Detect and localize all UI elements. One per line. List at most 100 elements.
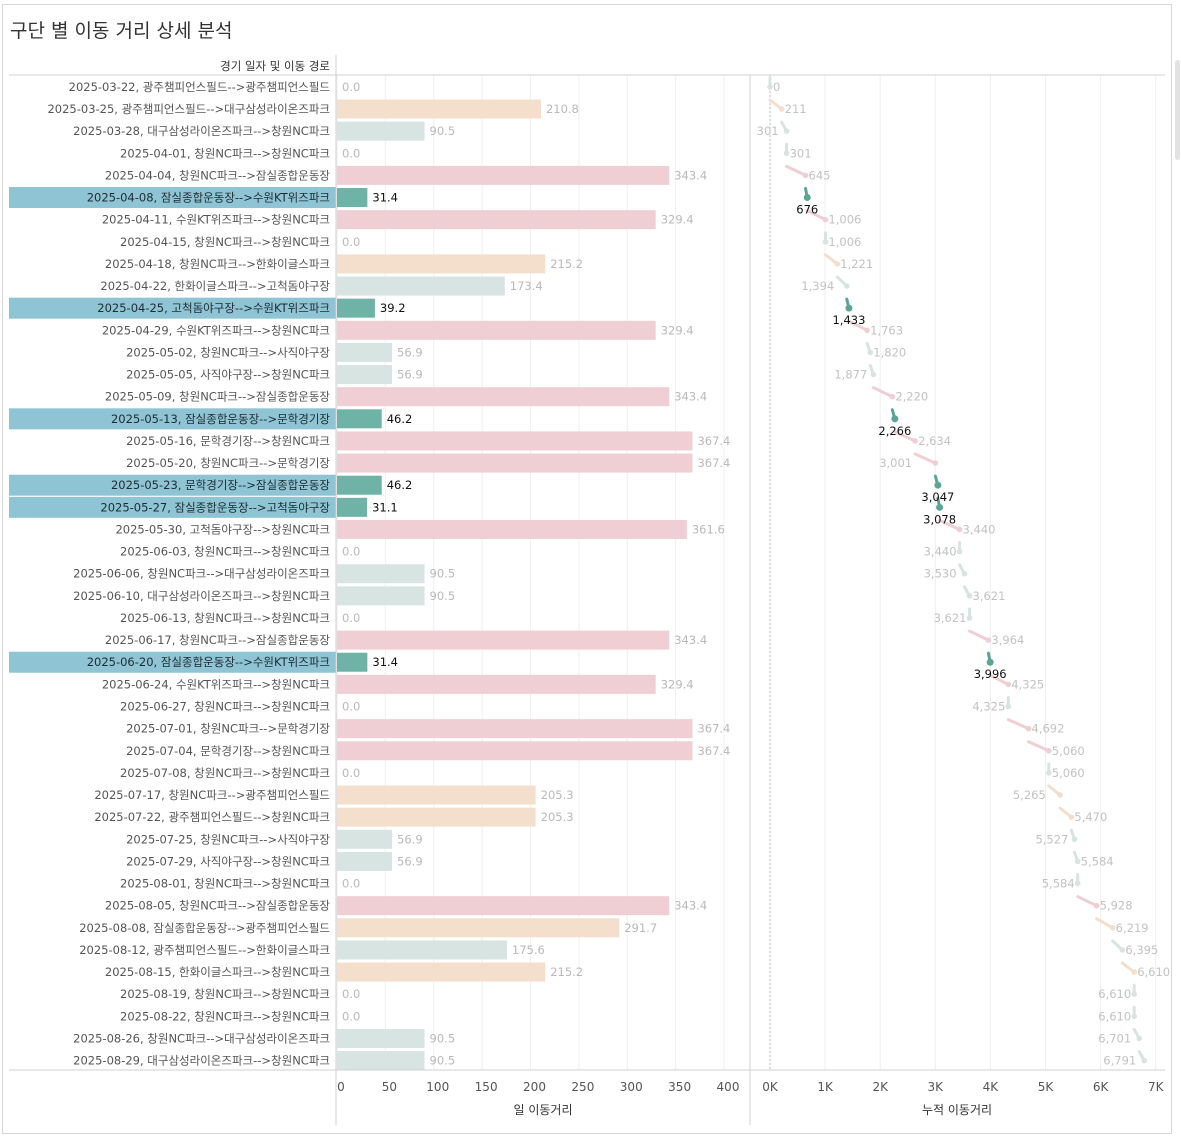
bar bbox=[337, 918, 620, 938]
bar-value-label: 0.0 bbox=[342, 877, 360, 891]
cum-start-label: 3,621 bbox=[934, 611, 967, 625]
row-label: 2025-03-25, 광주챔피언스필드-->대구삼성라이온즈파크 bbox=[47, 102, 330, 116]
cum-point bbox=[844, 283, 850, 289]
row-label: 2025-06-27, 창원NC파크-->창원NC파크 bbox=[120, 700, 330, 714]
bar bbox=[337, 586, 425, 606]
row-header: 경기 일자 및 이동 경로 bbox=[220, 59, 330, 73]
row-highlight bbox=[9, 496, 336, 518]
cum-connector bbox=[1006, 718, 1031, 731]
bar-axis-tick: 100 bbox=[426, 1080, 449, 1094]
cum-point bbox=[802, 172, 809, 179]
bar-value-label: 0.0 bbox=[342, 545, 360, 559]
cum-point bbox=[966, 593, 973, 599]
cum-point bbox=[932, 460, 939, 466]
bar-value-label: 0.0 bbox=[342, 700, 360, 714]
cum-start-label: 6,701 bbox=[1098, 1031, 1131, 1045]
bar-value-label: 31.4 bbox=[372, 191, 398, 205]
bar bbox=[337, 741, 693, 761]
bar-value-label: 0.0 bbox=[342, 146, 360, 160]
cum-value-label: 1,221 bbox=[840, 257, 873, 271]
bar-value-label: 90.5 bbox=[430, 1031, 456, 1045]
cum-point bbox=[1131, 1013, 1138, 1020]
cum-point bbox=[1136, 1035, 1143, 1042]
bar bbox=[337, 940, 507, 960]
cum-point bbox=[783, 128, 790, 134]
cum-value-label: 0 bbox=[773, 80, 780, 94]
cum-point bbox=[867, 349, 874, 356]
bar bbox=[337, 210, 656, 230]
bar-axis-title: 일 이동거리 bbox=[513, 1103, 572, 1117]
bar bbox=[337, 652, 368, 672]
bar-value-label: 205.3 bbox=[541, 810, 574, 824]
cum-axis-tick: 4K bbox=[983, 1080, 1000, 1094]
scrollbar[interactable] bbox=[1175, 60, 1180, 160]
bar-value-label: 0.0 bbox=[342, 235, 360, 249]
bar bbox=[337, 342, 393, 362]
row-label: 2025-04-04, 창원NC파크-->잠실종합운동장 bbox=[105, 168, 331, 182]
cum-value-label: 5,928 bbox=[1100, 899, 1133, 913]
bar-value-label: 39.2 bbox=[380, 301, 406, 315]
bar-value-label: 343.4 bbox=[674, 390, 707, 404]
bar bbox=[337, 962, 546, 982]
bar-value-label: 0.0 bbox=[342, 1009, 360, 1023]
cum-connector bbox=[968, 629, 990, 642]
row-label: 2025-04-15, 창원NC파크-->창원NC파크 bbox=[120, 235, 330, 249]
bar-axis-tick: 250 bbox=[571, 1080, 594, 1094]
bar bbox=[337, 497, 368, 517]
cum-connector bbox=[805, 209, 827, 222]
bar bbox=[337, 519, 687, 539]
cum-point bbox=[870, 371, 877, 378]
bar bbox=[337, 1051, 425, 1071]
row-label: 2025-05-05, 사직야구장-->창원NC파크 bbox=[126, 368, 330, 382]
cum-value-label: 3,964 bbox=[991, 633, 1024, 647]
cum-point bbox=[1093, 902, 1100, 909]
cum-point bbox=[912, 438, 918, 444]
row-label: 2025-06-06, 창원NC파크-->대구삼성라이온즈파크 bbox=[73, 567, 330, 581]
cum-point bbox=[936, 503, 944, 511]
cum-value-label: 2,634 bbox=[918, 434, 951, 448]
bar-axis-tick: 150 bbox=[475, 1080, 498, 1094]
cum-connector bbox=[913, 452, 937, 465]
cum-point bbox=[803, 194, 811, 202]
row-label: 2025-06-24, 수원KT위즈파크-->창원NC파크 bbox=[102, 677, 330, 691]
cum-point bbox=[934, 481, 942, 489]
cum-point bbox=[1109, 925, 1116, 931]
bar bbox=[337, 188, 368, 208]
bar-value-label: 90.5 bbox=[430, 567, 456, 581]
cum-point bbox=[778, 106, 785, 112]
cum-value-label: 1,433 bbox=[832, 313, 865, 327]
cum-point bbox=[845, 304, 853, 312]
cum-start-label: 301 bbox=[757, 124, 779, 138]
bar-value-label: 56.9 bbox=[397, 854, 423, 868]
bar-value-label: 367.4 bbox=[697, 722, 730, 736]
row-highlight bbox=[9, 474, 336, 496]
cum-connector bbox=[871, 386, 894, 399]
row-label: 2025-05-23, 문학경기장-->잠실종합운동장 bbox=[111, 478, 330, 492]
row-label: 2025-08-29, 대구삼성라이온즈파크-->창원NC파크 bbox=[73, 1054, 330, 1068]
bar bbox=[337, 785, 536, 805]
bar bbox=[337, 387, 670, 407]
cum-connector bbox=[785, 164, 808, 177]
cum-value-label: 1,006 bbox=[828, 235, 861, 249]
cum-point bbox=[985, 637, 992, 643]
cum-value-label: 4,692 bbox=[1032, 722, 1065, 736]
cum-start-label: 5,527 bbox=[1035, 832, 1068, 846]
row-label: 2025-07-01, 창원NC파크-->문학경기장 bbox=[126, 722, 330, 736]
bar-value-label: 31.4 bbox=[372, 655, 398, 669]
cum-value-label: 1,820 bbox=[873, 345, 906, 359]
row-label: 2025-07-04, 문학경기장-->창원NC파크 bbox=[126, 744, 330, 758]
bar-value-label: 329.4 bbox=[661, 677, 694, 691]
bar-value-label: 215.2 bbox=[550, 257, 583, 271]
row-label: 2025-06-20, 잠실종합운동장-->수원KT위즈파크 bbox=[87, 655, 330, 669]
cum-point bbox=[891, 415, 899, 423]
bar-value-label: 173.4 bbox=[510, 279, 543, 293]
bar bbox=[337, 674, 656, 694]
bar-value-label: 205.3 bbox=[541, 788, 574, 802]
bar-axis-tick: 50 bbox=[382, 1080, 397, 1094]
bar-axis-tick: 400 bbox=[717, 1080, 740, 1094]
cum-value-label: 6,395 bbox=[1125, 943, 1158, 957]
cum-point bbox=[767, 84, 773, 90]
row-label: 2025-04-08, 잠실종합운동장-->수원KT위즈파크 bbox=[87, 191, 330, 205]
row-label: 2025-06-13, 창원NC파크-->창원NC파크 bbox=[120, 611, 330, 625]
cum-point bbox=[966, 615, 973, 621]
